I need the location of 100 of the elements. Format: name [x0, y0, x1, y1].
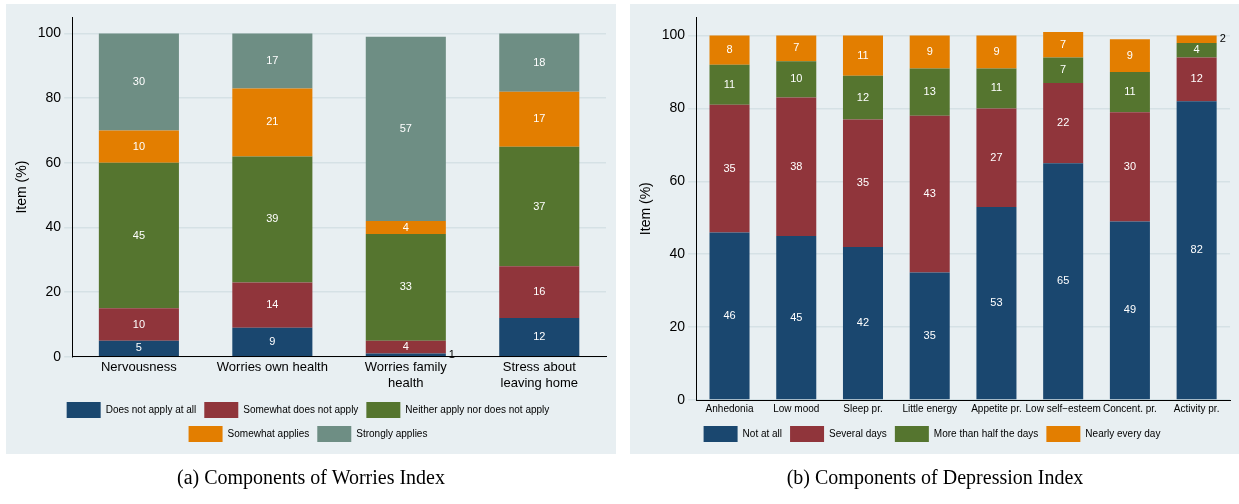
data-label: 57 — [399, 121, 412, 134]
legend-label: Not at all — [742, 427, 783, 439]
y-tick-label: 100 — [661, 26, 686, 43]
data-label: 7 — [1060, 37, 1067, 50]
data-label: 4 — [402, 340, 409, 353]
bar — [776, 35, 817, 62]
bar — [1043, 57, 1084, 83]
bar — [909, 115, 950, 273]
data-label: 9 — [269, 334, 276, 347]
bar — [1176, 101, 1217, 400]
data-label: 7 — [793, 41, 800, 54]
x-tick-label: Nervousness — [100, 359, 178, 375]
legend-label: Does not apply at all — [105, 403, 197, 415]
bar — [909, 35, 950, 69]
x-tick-label: Anhedonia — [705, 402, 754, 414]
data-label: 17 — [533, 112, 546, 125]
bar — [709, 232, 750, 400]
x-tick-label: Appetite pr. — [971, 402, 1022, 414]
bar — [842, 246, 883, 400]
y-tick-label: 0 — [677, 390, 686, 407]
data-label: 53 — [990, 296, 1003, 309]
bar — [776, 61, 817, 98]
bar — [1043, 163, 1084, 400]
legend-label: More than half the days — [933, 427, 1039, 439]
bar — [1109, 39, 1150, 73]
bar — [909, 68, 950, 116]
x-tick-label: Worries own health — [216, 359, 328, 375]
data-label: 9 — [1126, 48, 1133, 61]
bar — [499, 318, 580, 357]
bar — [1176, 57, 1217, 102]
data-label: 45 — [132, 228, 146, 241]
x-tick-label: Worries family health — [364, 359, 448, 390]
data-label: 43 — [923, 187, 936, 200]
bar — [98, 33, 179, 131]
bar — [842, 75, 883, 120]
legend-label: Somewhat does not apply — [243, 403, 359, 415]
bar — [1109, 221, 1150, 400]
data-label: 21 — [266, 115, 279, 128]
legend-label: Several days — [829, 427, 887, 439]
text: (a) Components of Worries Index — [176, 466, 446, 489]
y-tick-label: 20 — [669, 317, 686, 334]
bar — [776, 97, 817, 237]
bar — [709, 104, 750, 233]
data-label: 39 — [266, 212, 279, 225]
data-label: 4 — [402, 220, 409, 233]
y-tick-label: 80 — [669, 99, 686, 116]
x-tick-label: Activity pr. — [1173, 402, 1220, 414]
data-label: 30 — [132, 75, 146, 88]
bar — [98, 340, 179, 357]
bar — [1043, 31, 1084, 58]
data-label: 7 — [1060, 63, 1067, 76]
bar — [842, 35, 883, 76]
data-label: 12 — [1190, 72, 1203, 85]
data-label: 33 — [399, 280, 412, 293]
data-label: 35 — [723, 161, 736, 174]
y-tick-label: 40 — [669, 245, 686, 262]
data-label: 2 — [1219, 32, 1226, 45]
bar — [232, 88, 313, 157]
bar — [709, 64, 750, 105]
data-label: 12 — [533, 330, 546, 343]
data-label: 11 — [990, 81, 1003, 94]
bar — [499, 266, 580, 319]
y-tick-label: 60 — [45, 153, 62, 170]
data-label: 11 — [857, 48, 869, 61]
bar — [1109, 72, 1150, 113]
data-label: 22 — [1057, 116, 1070, 129]
data-label: 27 — [990, 150, 1003, 163]
data-label: 45 — [790, 310, 803, 323]
data-label: 49 — [1123, 303, 1137, 316]
data-label: 12 — [856, 90, 870, 103]
text: (b) Components of Depression Index — [785, 466, 1085, 489]
bar — [976, 35, 1017, 69]
bar — [909, 272, 950, 400]
legend-label: Somewhat applies — [227, 427, 310, 439]
legend-label: Nearly every day — [1085, 427, 1161, 439]
data-label: 9 — [993, 45, 1000, 58]
data-label: 11 — [1124, 85, 1136, 98]
bar — [232, 327, 313, 357]
bar — [709, 35, 750, 65]
y-tick-label: 60 — [669, 172, 686, 189]
data-label: 5 — [135, 341, 142, 354]
bar — [365, 340, 446, 354]
data-label: 42 — [856, 316, 870, 329]
data-label: 35 — [856, 176, 870, 189]
y-axis-title: Item (%) — [13, 160, 30, 214]
y-tick-label: 80 — [45, 89, 62, 106]
y-axis-title: Item (%) — [637, 182, 654, 236]
bar — [98, 130, 179, 163]
x-tick-label: Concent. pr. — [1102, 402, 1157, 414]
bar — [98, 162, 179, 309]
bar — [365, 36, 446, 222]
bar — [365, 233, 446, 341]
x-tick-label: Stress about leaving home — [500, 359, 578, 390]
x-tick-label: Low mood — [773, 402, 820, 414]
y-tick-label: 100 — [37, 24, 62, 41]
legend-label: Neither apply nor does not apply — [405, 403, 550, 415]
data-label: 18 — [533, 55, 546, 68]
bar — [976, 108, 1017, 207]
bar — [976, 206, 1017, 400]
bar — [499, 33, 580, 92]
